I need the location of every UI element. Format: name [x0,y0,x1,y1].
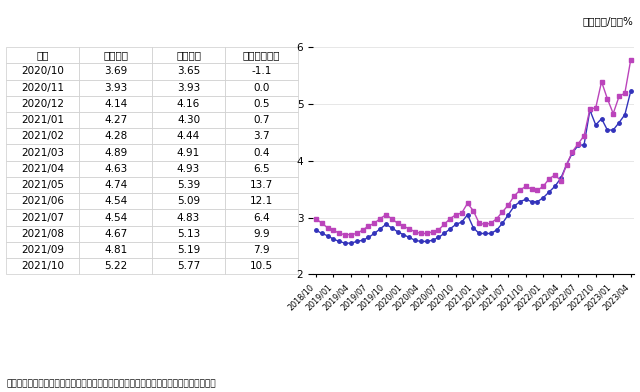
国际价格 [312,216,320,221]
国内价格 [341,241,349,245]
国际价格 [376,216,384,221]
国内价格 [312,228,320,232]
国内价格 [394,229,401,234]
国内价格 [376,227,384,231]
国内价格 [435,235,442,240]
国际价格 [394,221,401,226]
Text: 单位：元/斤，%: 单位：元/斤，% [583,16,634,26]
Text: 注：国内价格为山东四级豆油出厂价，国际价格为到山东港口的南美毛豆油到岸税后价。: 注：国内价格为山东四级豆油出厂价，国际价格为到山东港口的南美毛豆油到岸税后价。 [6,379,216,388]
国际价格 [621,91,628,95]
Line: 国内价格: 国内价格 [314,90,632,245]
Line: 国际价格: 国际价格 [314,58,632,236]
国内价格 [353,239,360,244]
国际价格 [435,228,442,232]
国际价格 [598,79,605,84]
国际价格 [341,232,349,237]
国际价格 [353,231,360,236]
国内价格 [621,113,628,117]
国内价格 [627,89,634,94]
国际价格 [627,58,634,62]
国内价格 [598,116,605,121]
